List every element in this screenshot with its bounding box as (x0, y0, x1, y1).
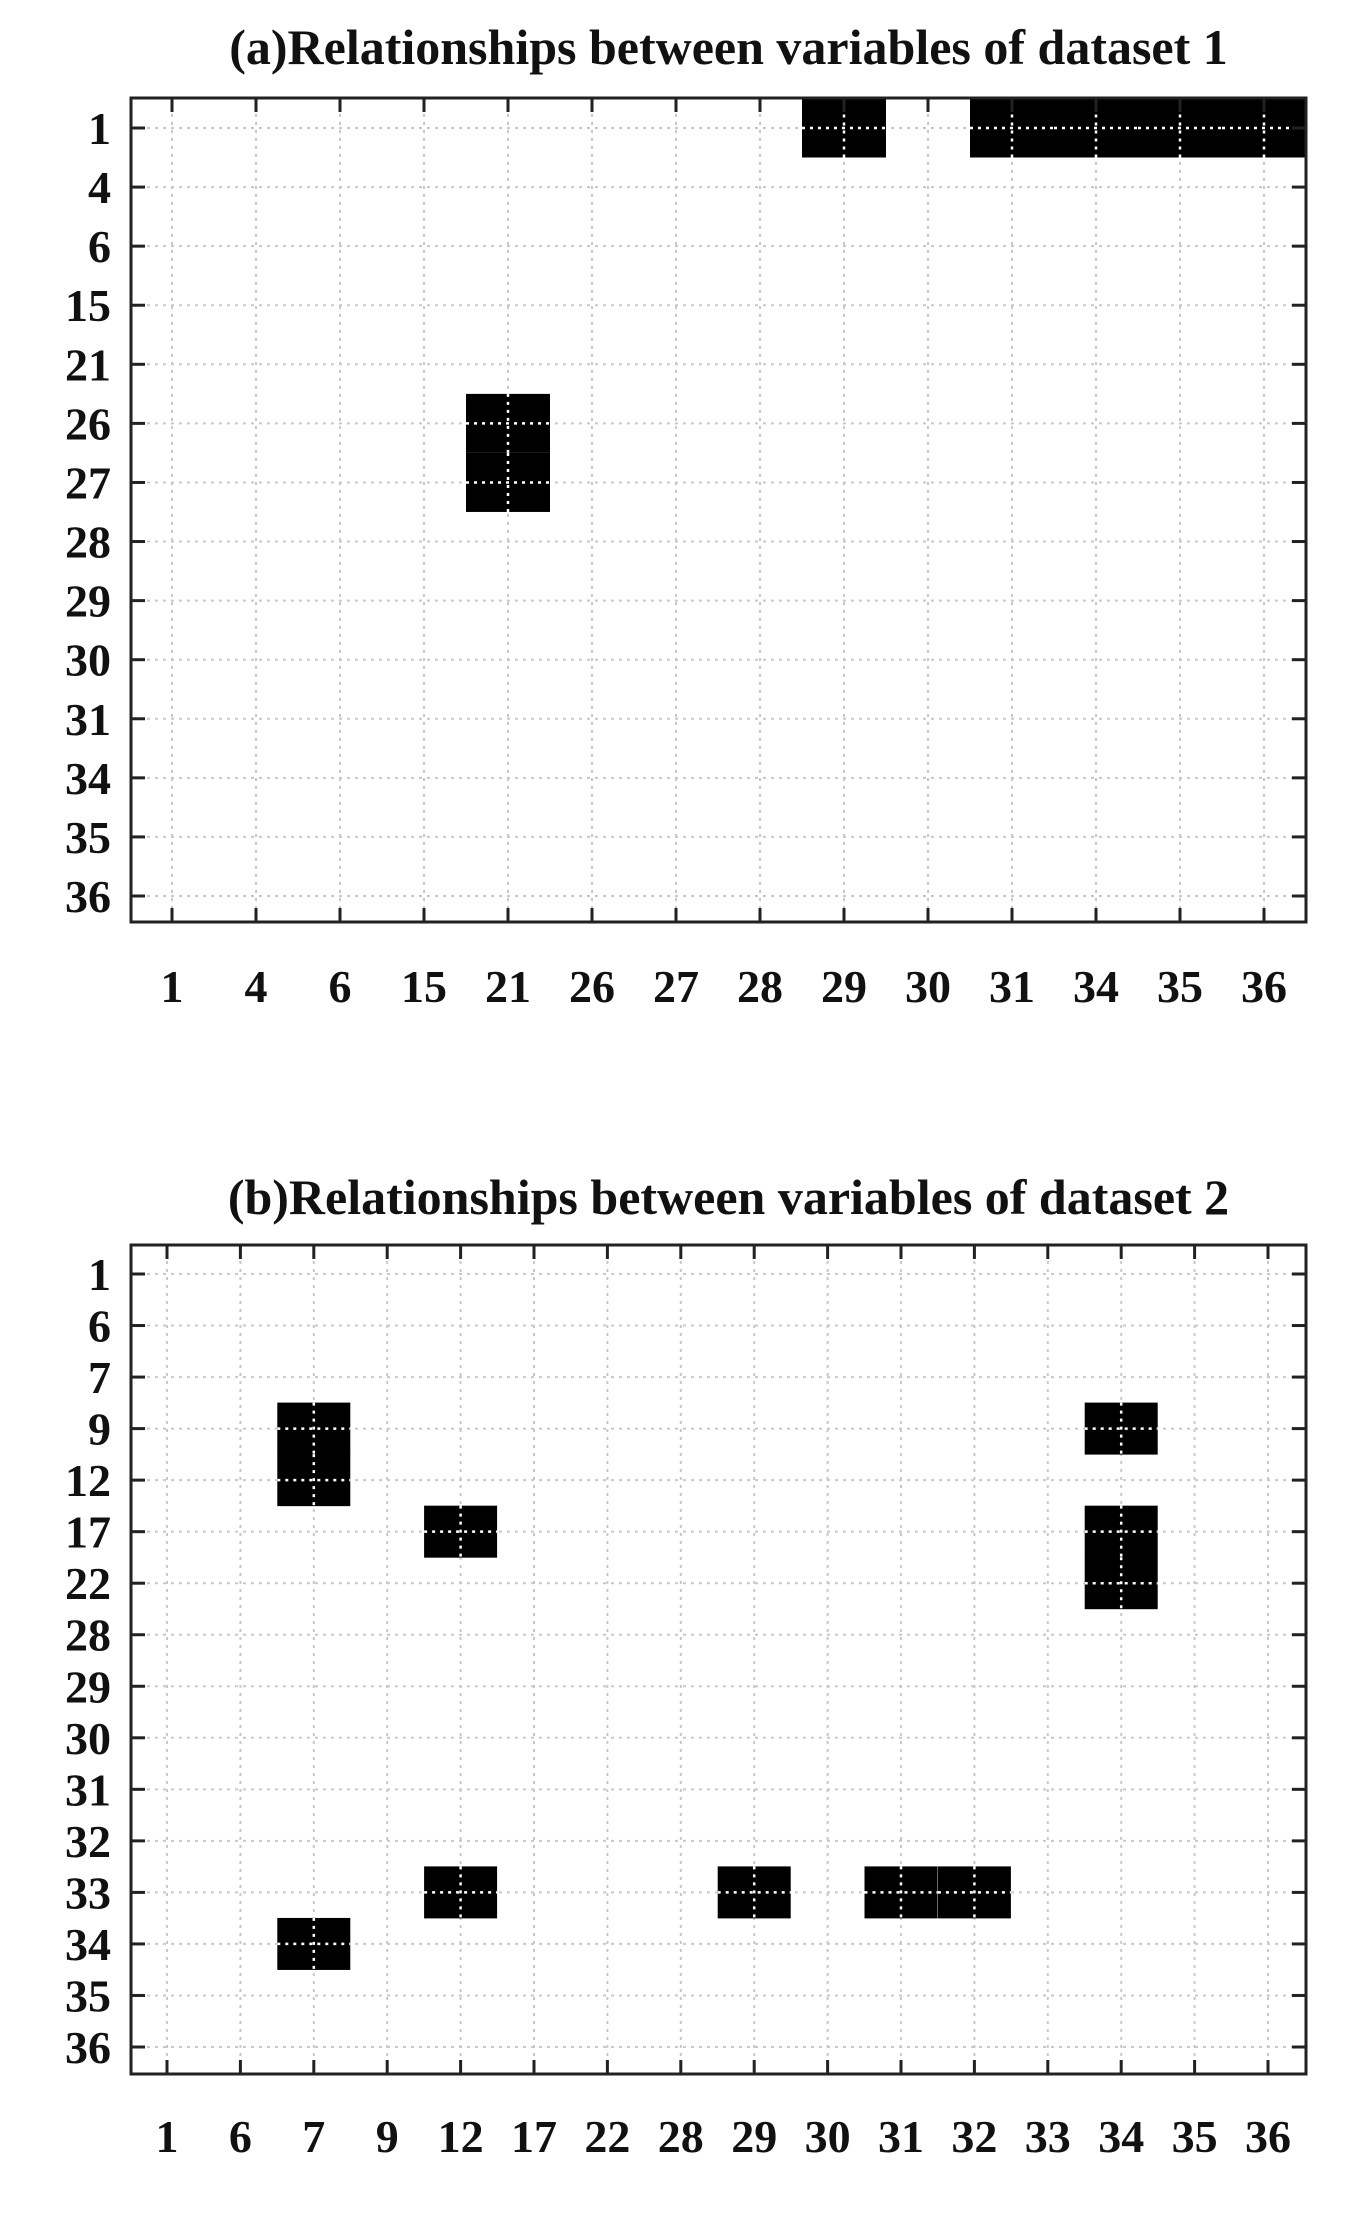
y-tick-label: 31 (65, 694, 111, 745)
y-tick-label: 15 (65, 280, 111, 331)
y-tick-label: 22 (65, 1558, 111, 1609)
plot-frame (129, 1243, 1308, 2076)
plot-frame (129, 96, 1308, 924)
x-tick-label: 30 (805, 2111, 851, 2162)
y-tick-label: 35 (65, 1970, 111, 2021)
x-tick-label: 6 (229, 2111, 252, 2162)
x-tick-label: 35 (1157, 961, 1203, 1012)
x-tick-label: 34 (1098, 2111, 1144, 2162)
x-tick-label: 35 (1172, 2111, 1218, 2162)
x-tick-label: 31 (989, 961, 1035, 1012)
x-tick-label: 36 (1241, 961, 1287, 1012)
x-tick-label: 21 (485, 961, 531, 1012)
x-tick-label: 7 (302, 2111, 325, 2162)
y-tick-label: 21 (65, 339, 111, 390)
chart-title: (b)Relationships between variables of da… (228, 1169, 1229, 1225)
x-tick-label: 17 (511, 2111, 557, 2162)
x-tick-label: 6 (329, 961, 352, 1012)
x-tick-label: 26 (569, 961, 615, 1012)
y-tick-label: 17 (65, 1507, 111, 1558)
y-tick-label: 28 (65, 517, 111, 568)
x-tick-label: 30 (905, 961, 951, 1012)
chart-panel-b: (b)Relationships between variables of da… (65, 1169, 1308, 2162)
x-tick-label: 4 (245, 961, 268, 1012)
y-tick-label: 9 (88, 1404, 111, 1455)
x-tick-label: 33 (1025, 2111, 1071, 2162)
y-tick-label: 32 (65, 1816, 111, 1867)
x-tick-label: 32 (951, 2111, 997, 2162)
y-tick-label: 12 (65, 1455, 111, 1506)
x-tick-label: 29 (821, 961, 867, 1012)
x-tick-label: 29 (731, 2111, 777, 2162)
y-tick-label: 7 (88, 1352, 111, 1403)
chart-panel-a: (a)Relationships between variables of da… (65, 19, 1308, 1012)
y-tick-label: 30 (65, 1713, 111, 1764)
x-tick-label: 31 (878, 2111, 924, 2162)
y-tick-label: 26 (65, 398, 111, 449)
y-tick-label: 33 (65, 1867, 111, 1918)
y-tick-label: 6 (88, 1301, 111, 1352)
y-tick-label: 27 (65, 457, 111, 508)
chart-title: (a)Relationships between variables of da… (229, 19, 1228, 75)
x-tick-label: 12 (438, 2111, 484, 2162)
y-tick-label: 1 (88, 1249, 111, 1300)
y-tick-label: 1 (88, 103, 111, 154)
x-tick-label: 22 (584, 2111, 630, 2162)
y-tick-label: 29 (65, 576, 111, 627)
x-tick-label: 36 (1245, 2111, 1291, 2162)
y-tick-label: 6 (88, 221, 111, 272)
y-tick-label: 34 (65, 1919, 111, 1970)
y-tick-label: 36 (65, 2022, 111, 2073)
y-tick-label: 28 (65, 1610, 111, 1661)
x-tick-label: 9 (376, 2111, 399, 2162)
y-tick-label: 31 (65, 1764, 111, 1815)
y-tick-label: 29 (65, 1661, 111, 1712)
x-tick-label: 27 (653, 961, 699, 1012)
x-tick-label: 28 (737, 961, 783, 1012)
y-tick-label: 4 (88, 162, 111, 213)
x-tick-label: 28 (658, 2111, 704, 2162)
y-tick-label: 30 (65, 635, 111, 686)
x-tick-label: 1 (156, 2111, 179, 2162)
x-tick-label: 34 (1073, 961, 1119, 1012)
x-tick-label: 1 (161, 961, 184, 1012)
x-tick-label: 15 (401, 961, 447, 1012)
y-tick-label: 35 (65, 812, 111, 863)
y-tick-label: 34 (65, 753, 111, 804)
y-tick-label: 36 (65, 871, 111, 922)
